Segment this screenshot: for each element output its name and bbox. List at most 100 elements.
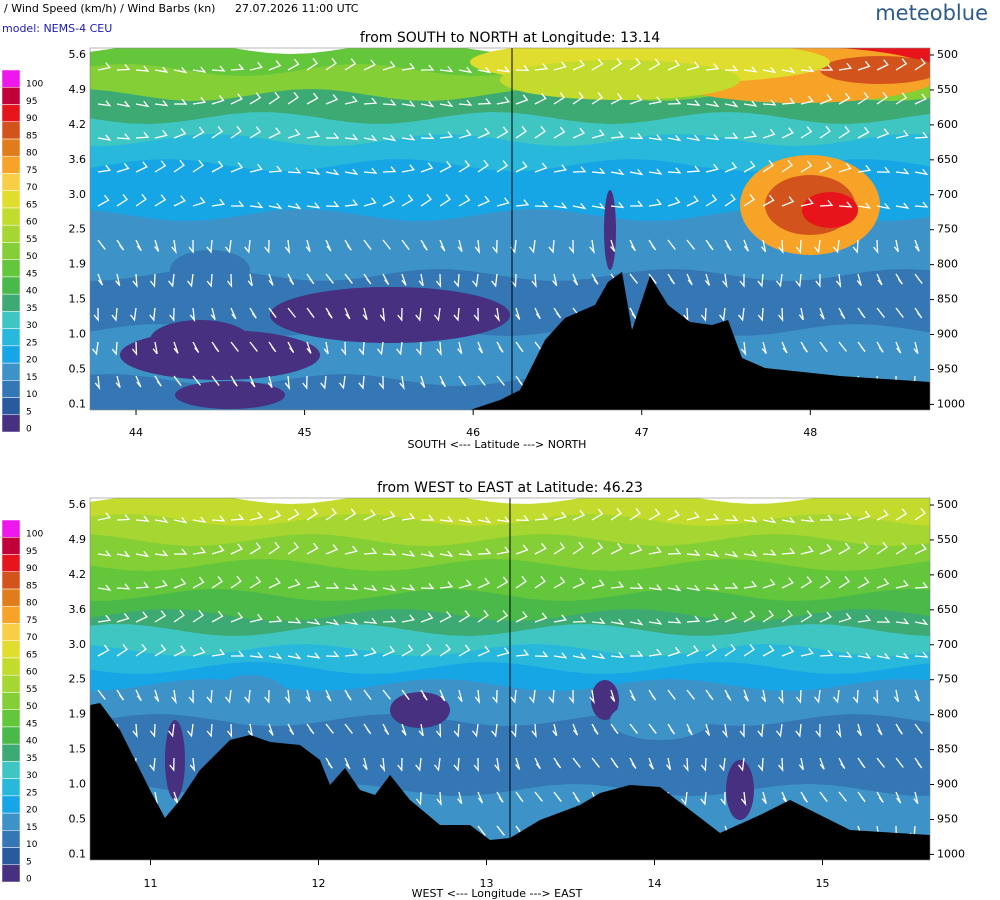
- wind-barb: [895, 58, 908, 71]
- wind-barb: [610, 131, 625, 139]
- wind-barb: [572, 509, 586, 521]
- wind-barb: [648, 198, 663, 207]
- wind-barb: [401, 614, 415, 623]
- wind-blob: [610, 700, 710, 740]
- wind-barb: [378, 375, 384, 390]
- wind-barb: [135, 65, 150, 72]
- wind-barb: [819, 649, 834, 657]
- wind-barb: [344, 618, 359, 626]
- wind-barb: [382, 60, 396, 71]
- wind-barb: [648, 757, 654, 770]
- pressure-tick-label: 900: [937, 328, 958, 341]
- wind-barb: [648, 648, 663, 657]
- wind-barb: [458, 579, 472, 589]
- wind-barb: [591, 129, 605, 139]
- wind-barb: [325, 757, 333, 769]
- wind-barb: [572, 652, 587, 660]
- wind-barb: [798, 757, 804, 771]
- height-tick-label: 2.5: [69, 223, 87, 236]
- wind-barb: [629, 57, 641, 71]
- legend-label: 35: [26, 754, 37, 764]
- wind-barb: [705, 613, 719, 623]
- wind-barb: [814, 239, 821, 254]
- wind-barb: [306, 202, 321, 209]
- wind-barb: [819, 161, 832, 173]
- wind-barb: [458, 160, 471, 173]
- wind-barb: [457, 689, 463, 703]
- legend-label: 10: [26, 840, 38, 850]
- wind-barb: [819, 307, 825, 320]
- wind-barb: [131, 341, 138, 356]
- wind-barb: [363, 689, 372, 701]
- wind-barb: [363, 167, 378, 174]
- wind-barb: [382, 689, 391, 700]
- wind-barb: [230, 543, 243, 555]
- wind-barb: [97, 239, 106, 250]
- wind-barb: [496, 66, 511, 73]
- wind-barb: [477, 195, 491, 207]
- wind-barb: [192, 609, 204, 623]
- wind-barb: [610, 57, 622, 71]
- wind-barb: [305, 239, 311, 253]
- wind-barb: [230, 125, 242, 139]
- wind-barb: [553, 164, 567, 173]
- wind-barb: [382, 723, 390, 736]
- wind-barb: [572, 202, 587, 210]
- wind-barb: [876, 791, 884, 803]
- wind-barb: [895, 791, 902, 804]
- wind-barb: [363, 647, 377, 657]
- wind-barb: [477, 609, 489, 623]
- wind-barb: [230, 200, 245, 207]
- wind-barb: [510, 273, 517, 288]
- legend-label: 70: [26, 183, 38, 193]
- wind-barb: [420, 162, 434, 173]
- wind-barb: [838, 576, 850, 589]
- legend-box: [1, 519, 21, 538]
- wind-barb: [781, 97, 796, 105]
- wind-barb: [97, 584, 112, 591]
- legend-label: 40: [26, 287, 38, 297]
- wind-barb: [914, 273, 923, 284]
- wind-barb: [852, 689, 859, 704]
- wind-barb: [401, 62, 416, 71]
- wind-barb: [857, 164, 872, 173]
- wind-barb: [762, 578, 776, 589]
- wind-barb: [515, 199, 530, 207]
- wind-barb: [838, 341, 847, 352]
- legend-label: 50: [26, 252, 38, 262]
- wind-barb: [401, 100, 416, 107]
- wind-barb: [453, 273, 460, 288]
- wind-barb: [306, 542, 319, 555]
- wind-barb: [895, 652, 910, 659]
- wind-barb: [362, 757, 368, 771]
- x-tick-label: 12: [311, 877, 325, 890]
- wind-barb: [534, 651, 549, 658]
- wind-barb: [210, 307, 216, 321]
- wind-barb: [800, 545, 814, 555]
- wind-barb: [762, 194, 775, 207]
- wind-barb: [244, 239, 251, 254]
- wind-barb: [382, 510, 396, 521]
- wind-barb: [629, 168, 644, 176]
- legend-label: 50: [26, 702, 38, 712]
- wind-barb: [895, 202, 910, 209]
- wind-blob: [210, 675, 290, 725]
- x-axis-label: SOUTH <--- Latitude ---> NORTH: [408, 438, 587, 451]
- wind-barb: [857, 576, 870, 589]
- wind-barb: [344, 508, 357, 521]
- wind-barb: [515, 649, 530, 657]
- wind-barb: [857, 757, 866, 769]
- wind-barb: [873, 239, 879, 254]
- wind-barb: [873, 689, 879, 704]
- wind-barb: [363, 97, 378, 105]
- wind-barb: [610, 723, 619, 735]
- wind-barb: [648, 584, 663, 591]
- wind-barb: [591, 617, 606, 624]
- wind-barb: [211, 341, 220, 353]
- wind-barb: [192, 341, 200, 354]
- wind-barb: [534, 612, 548, 623]
- wind-barb: [876, 616, 891, 623]
- wind-barb: [306, 130, 321, 139]
- wind-barb: [704, 273, 711, 286]
- wind-barb: [568, 239, 574, 254]
